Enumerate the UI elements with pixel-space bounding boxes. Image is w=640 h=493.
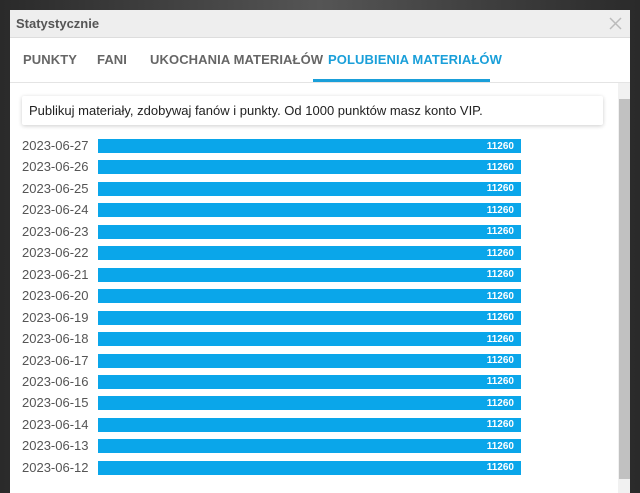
dialog-header: Statystycznie	[10, 10, 630, 38]
bar	[98, 460, 521, 475]
chart: 2023-06-27 11260 2023-06-26 11260 2023-06-25…	[10, 136, 610, 493]
date-label: 2023-06-27	[22, 138, 89, 153]
tab[interactable]: UKOCHANIA MATERIAŁÓW	[150, 52, 324, 67]
bar	[98, 267, 521, 282]
value-label: 11260	[486, 161, 514, 173]
value-label: 11260	[486, 419, 514, 431]
date-label: 2023-06-16	[22, 373, 89, 389]
bar	[98, 353, 521, 368]
bar	[98, 439, 521, 454]
scroll-thumb[interactable]	[619, 99, 630, 479]
bar	[98, 289, 521, 304]
date-label: 2023-06-13	[22, 438, 89, 454]
value-label: 11260	[486, 376, 514, 388]
active-tab-underline	[313, 79, 490, 82]
date-label: 2023-06-20	[22, 288, 89, 304]
bar	[98, 310, 521, 325]
value-label: 11260	[486, 397, 514, 409]
value-label: 11260	[486, 290, 514, 302]
value-label: 11260	[486, 312, 514, 324]
date-label: 2023-06-19	[22, 309, 89, 325]
bar	[98, 160, 521, 175]
value-label: 11260	[486, 247, 514, 259]
date-label: 2023-06-15	[22, 395, 89, 411]
tab[interactable]: POLUBIENIA MATERIAŁÓW	[328, 52, 502, 67]
dialog-title: Statystycznie	[16, 16, 100, 31]
date-label: 2023-06-24	[22, 202, 89, 218]
date-label: 2023-06-12	[22, 459, 89, 475]
value-label: 11260	[486, 333, 514, 345]
value-label: 11260	[486, 204, 514, 216]
date-label: 2023-06-14	[22, 416, 89, 432]
close-button[interactable]	[609, 17, 622, 30]
tab-bar: PUNKTY FANI UKOCHANIA MATERIAŁÓW POLUBIENIA…	[10, 38, 630, 83]
date-label: 2023-06-18	[22, 331, 89, 347]
dialog: Statystycznie PUNKTY FANI UKOCHANIA MATERI…	[10, 10, 630, 493]
bar	[98, 374, 521, 389]
info-box: Publikuj materiały, zdobywaj fanów i pun…	[22, 96, 603, 125]
date-label: 2023-06-23	[22, 223, 89, 239]
date-label: 2023-06-25	[22, 180, 89, 196]
date-label: 2023-06-22	[22, 245, 89, 261]
date-label: 2023-06-26	[22, 159, 89, 175]
value-label: 11260	[486, 140, 514, 152]
value-label: 11260	[486, 269, 514, 281]
value-label: 11260	[486, 462, 514, 474]
date-label: 2023-06-17	[22, 352, 89, 368]
value-label: 11260	[486, 226, 514, 238]
bar	[98, 181, 521, 196]
bar	[98, 417, 521, 432]
date-label: 2023-06-21	[22, 266, 89, 282]
tab[interactable]: FANI	[97, 52, 128, 67]
value-label: 11260	[486, 440, 514, 452]
bar	[98, 396, 521, 411]
scrollbar[interactable]	[618, 83, 630, 493]
value-label: 11260	[486, 355, 514, 366]
bar	[98, 224, 521, 239]
bar	[98, 246, 521, 261]
bar	[98, 203, 521, 218]
value-label: 11260	[486, 183, 514, 195]
bar	[98, 139, 521, 153]
bar	[98, 332, 521, 347]
tab[interactable]: PUNKTY	[23, 52, 78, 67]
